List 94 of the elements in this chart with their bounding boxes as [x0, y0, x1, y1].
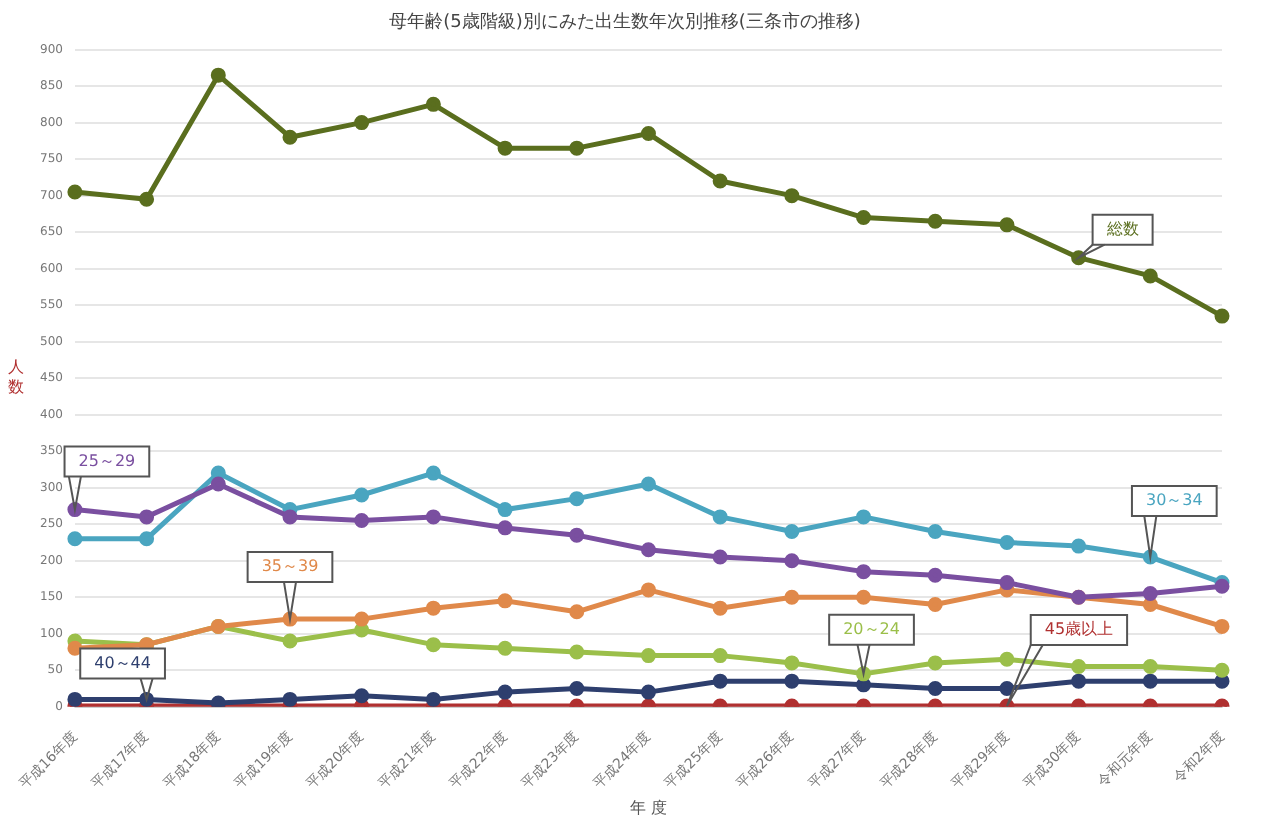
point [1071, 673, 1087, 689]
point [1214, 308, 1230, 324]
series-label: 総数 [1104, 219, 1139, 238]
x-axis-title: 年 度 [629, 798, 667, 817]
point [927, 567, 943, 583]
point [712, 173, 728, 189]
text: 25～29 [78, 451, 136, 470]
point [425, 637, 441, 653]
point [712, 648, 728, 664]
point [712, 509, 728, 525]
point [497, 684, 513, 700]
point [67, 531, 83, 547]
point [640, 542, 656, 558]
point [139, 191, 155, 207]
point [1214, 673, 1230, 689]
point [856, 509, 872, 525]
point [640, 684, 656, 700]
point [1142, 597, 1158, 613]
point [210, 67, 226, 83]
point [354, 622, 370, 638]
point [927, 597, 943, 613]
point [569, 644, 585, 660]
point [1071, 659, 1087, 675]
point [712, 600, 728, 616]
point [640, 126, 656, 142]
point [784, 523, 800, 539]
point [927, 213, 943, 229]
point [999, 575, 1015, 591]
chart-title: 母年齢(5歳階級)別にみた出生数年次別推移(三条市の推移) [389, 11, 861, 34]
point [210, 476, 226, 492]
point [1214, 618, 1230, 634]
point [640, 582, 656, 598]
point [1142, 586, 1158, 602]
point [569, 527, 585, 543]
point [856, 564, 872, 580]
point [569, 491, 585, 507]
point [712, 673, 728, 689]
point [354, 115, 370, 131]
point [354, 688, 370, 704]
point [712, 549, 728, 565]
series-label: 40～44 [94, 653, 151, 672]
point [640, 476, 656, 492]
point [497, 502, 513, 518]
point [927, 655, 943, 671]
point [784, 589, 800, 605]
point [497, 593, 513, 609]
point [425, 96, 441, 112]
point [784, 553, 800, 569]
point [640, 648, 656, 664]
series-label: 20～24 [843, 620, 900, 639]
point [1214, 662, 1230, 678]
point [999, 651, 1015, 667]
point [497, 520, 513, 536]
point [139, 531, 155, 547]
point [425, 509, 441, 525]
point [282, 129, 298, 145]
point [784, 655, 800, 671]
point [569, 604, 585, 620]
text: 45歳以上 [1044, 620, 1114, 639]
point [425, 600, 441, 616]
point [784, 673, 800, 689]
text: 30～34 [1145, 491, 1203, 510]
point [999, 217, 1015, 233]
point [67, 691, 83, 707]
point [139, 509, 155, 525]
point [210, 465, 226, 481]
point [784, 188, 800, 204]
point [927, 680, 943, 696]
y-axis-title: 人数 [8, 358, 24, 397]
point [1142, 268, 1158, 284]
point [425, 691, 441, 707]
point [1142, 673, 1158, 689]
point [856, 589, 872, 605]
point [282, 509, 298, 525]
point [354, 611, 370, 627]
text: 35～39 [261, 557, 319, 576]
point [497, 140, 513, 156]
point [999, 534, 1015, 550]
point [569, 140, 585, 156]
point [354, 513, 370, 529]
point [856, 210, 872, 226]
point [1071, 538, 1087, 554]
point [282, 633, 298, 649]
point [282, 691, 298, 707]
point [497, 640, 513, 656]
point [67, 184, 83, 200]
point [67, 640, 83, 656]
point [999, 680, 1015, 696]
point [927, 523, 943, 539]
point [856, 677, 872, 693]
point [1142, 659, 1158, 675]
point [354, 487, 370, 503]
point [569, 680, 585, 696]
point [425, 465, 441, 481]
